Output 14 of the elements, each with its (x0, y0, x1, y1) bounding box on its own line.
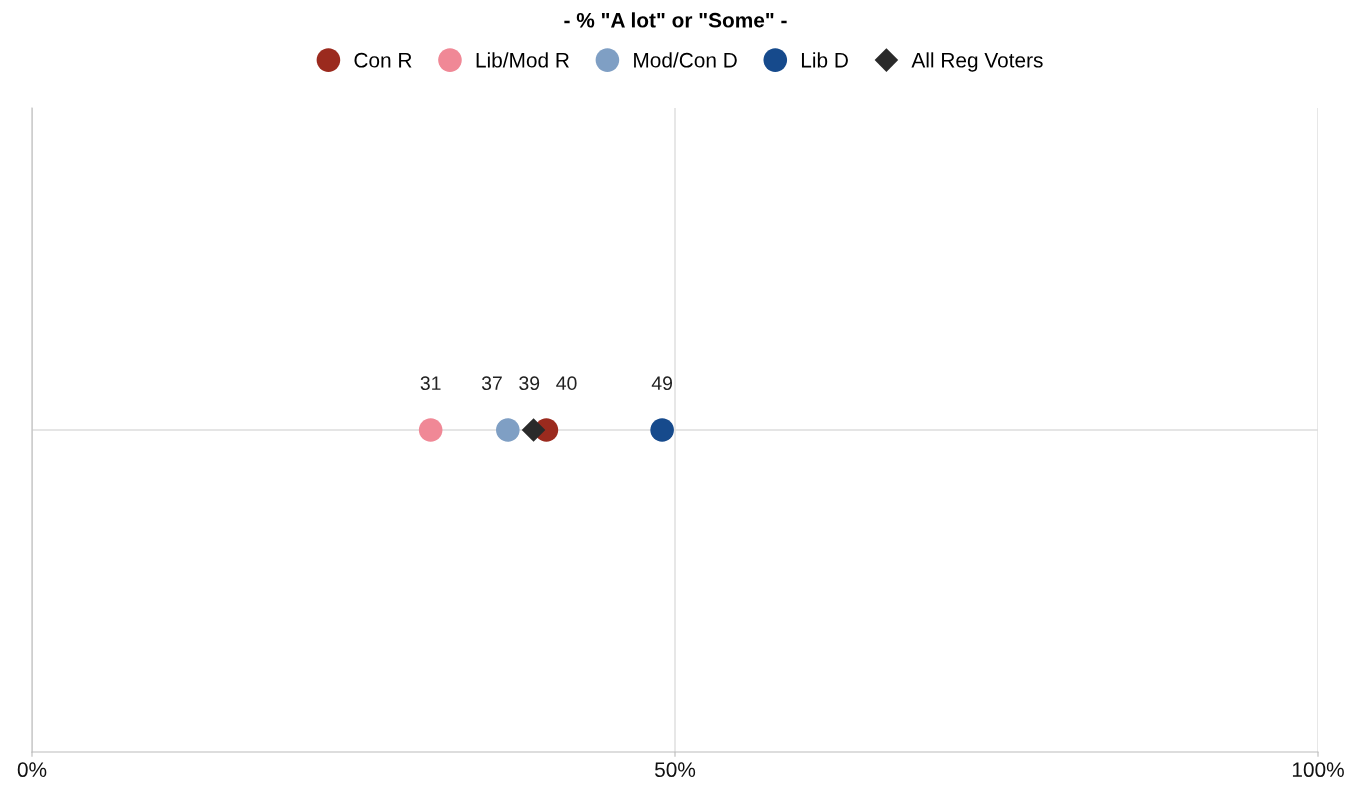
x-tick-label: 100% (1292, 762, 1344, 778)
legend-label: Lib D (801, 52, 848, 68)
data-label: 39 (519, 376, 540, 391)
x-tick-label: 0% (17, 762, 47, 778)
data-label: 49 (651, 376, 673, 391)
data-label: 40 (556, 376, 577, 391)
legend-label: All Reg Voters (911, 52, 1043, 72)
data-label: 31 (420, 376, 441, 391)
data-label: 37 (481, 376, 502, 391)
x-tick-label: 50% (654, 762, 696, 778)
legend-label: Mod/Con D (634, 52, 737, 68)
legend-label: Lib/Mod R (476, 52, 569, 68)
legend-label: Con R (354, 52, 412, 68)
chart-title: - % "A lot" or "Some" - (564, 12, 787, 28)
